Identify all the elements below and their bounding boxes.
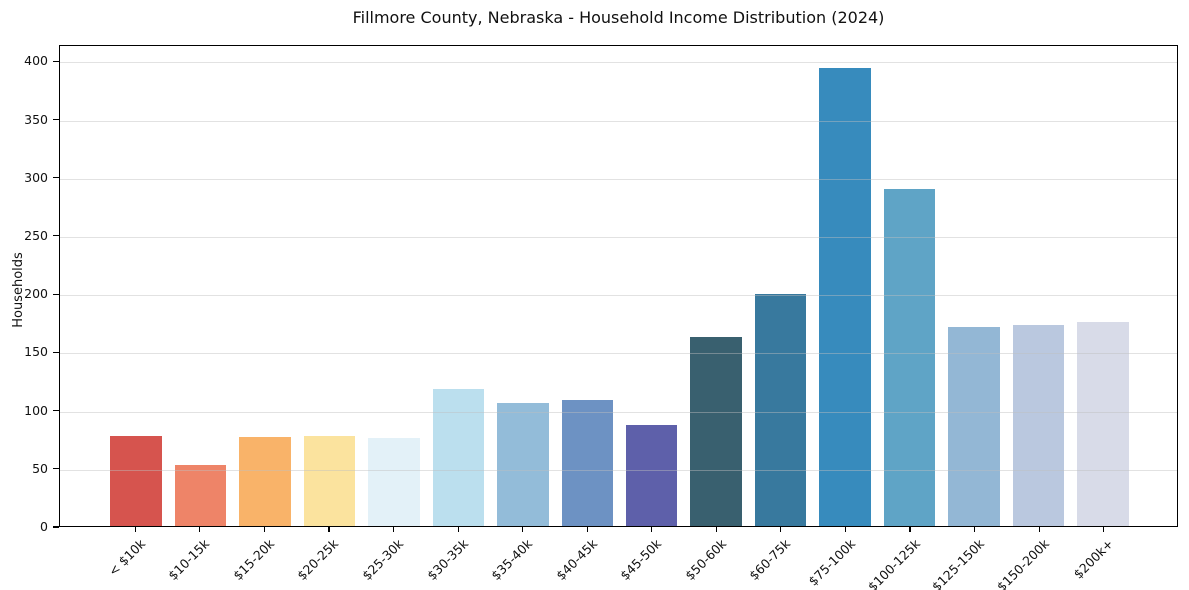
bar-slot [620,46,684,526]
y-tick-label: 250 [24,227,48,243]
x-tick-label: $35-40k [488,536,536,584]
x-tick-label: $50-60k [681,536,729,584]
bar-slot [297,46,361,526]
bar [303,435,356,526]
plot-area [59,45,1178,527]
x-tick-mark [457,527,459,532]
x-tick-label: < $10k [105,536,148,579]
y-tick-mark [53,60,59,62]
bar [174,464,227,526]
x-tick-mark [199,527,201,532]
x-tick-mark [974,527,976,532]
bar [368,437,420,526]
x-tick-label: $45-50k [617,536,665,584]
x-tick-mark [1038,527,1040,532]
bar-slot [426,46,490,526]
bar-slot [362,46,426,526]
y-tick-label: 300 [24,169,48,185]
x-tick-mark [328,527,330,532]
y-tick-mark [53,468,59,470]
bar-slot [748,46,812,526]
x-tick-mark [909,527,911,532]
bar [432,389,485,526]
x-tick-mark [134,527,136,532]
bar-slot [104,46,168,526]
x-tick-label: $200k+ [1070,536,1117,582]
x-tick-label: $10-15k [165,536,213,584]
y-tick-mark [53,351,59,353]
x-tick-mark [263,527,265,532]
bar-slot [877,46,941,526]
bar-slot [942,46,1006,526]
bar [239,436,291,526]
x-tick-label: $60-75k [746,536,794,584]
x-tick-label: $125-150k [928,536,988,590]
x-tick-label: $20-25k [294,536,342,584]
y-tick-label: 400 [24,53,48,69]
x-tick-label: $25-30k [359,536,407,584]
y-tick-label: 50 [32,460,48,476]
x-tick-label: $30-35k [423,536,471,584]
chart-title: Fillmore County, Nebraska - Household In… [352,8,885,27]
x-tick-label: $40-45k [552,536,600,584]
x-tick-label: $75-100k [805,536,859,589]
y-tick-mark [53,118,59,121]
y-tick-mark [53,526,59,528]
x-tick-mark [522,527,524,532]
x-tick-mark [844,527,847,532]
bar-slot [168,46,232,526]
x-tick-mark [392,527,395,532]
y-tick-label: 100 [24,402,48,418]
bar-slot [1071,46,1135,526]
bar [561,399,614,526]
x-tick-mark [1103,527,1105,532]
bar-slot [233,46,297,526]
bar-slot [684,46,748,526]
bar-slot [555,46,619,526]
y-tick-label: 350 [24,111,48,127]
bar [883,188,936,526]
y-tick-mark [53,410,59,412]
y-tick-mark [53,293,59,295]
x-tick-label: $150-200k [993,536,1052,590]
x-tick-label: $15-20k [229,536,278,584]
bar [497,403,549,526]
bar [754,294,807,526]
bar-slot [813,46,877,526]
bar [690,337,742,526]
y-tick-mark [53,235,59,237]
x-tick-mark [586,527,588,532]
x-tick-mark [651,527,653,532]
bar [819,68,871,526]
bar [948,326,1000,526]
y-tick-label: 150 [24,344,48,360]
x-tick-mark [715,527,717,532]
x-tick-label: $100-125k [864,536,923,590]
y-tick-mark [53,177,59,179]
bars-container [104,46,1135,526]
bar [110,435,162,526]
bar-slot [1006,46,1070,526]
bar-slot [491,46,555,526]
bar [1077,321,1129,526]
bar [1012,325,1065,526]
y-tick-label: 200 [24,286,48,302]
y-tick-label: 0 [40,519,48,534]
x-tick-mark [780,527,782,532]
bar [625,425,678,526]
